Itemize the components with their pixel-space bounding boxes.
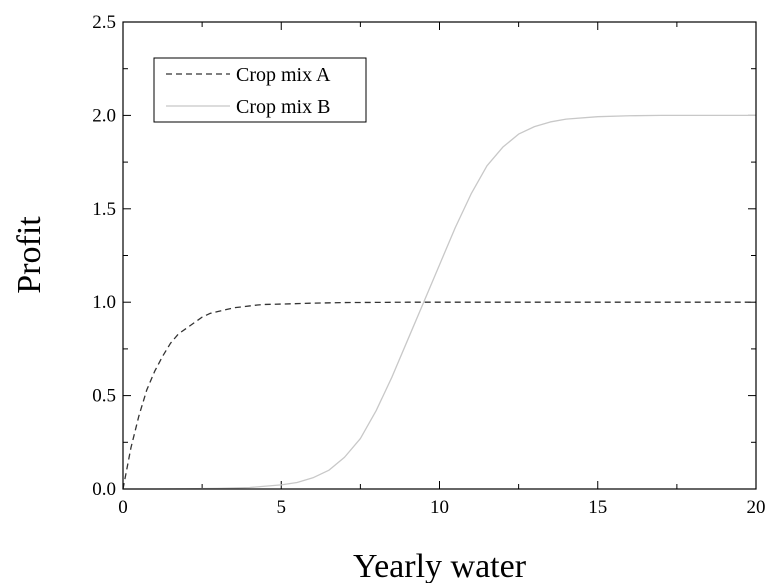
- tick-labels: 0 5 10 15 20 0.0 0.5 1.0 1.5 2.0 2.5: [92, 12, 765, 518]
- x-axis-label: Yearly water: [353, 548, 527, 583]
- y-tick-label: 1.0: [92, 292, 116, 313]
- series-lines: [122, 114, 756, 490]
- legend-box: [153, 57, 367, 123]
- legend-label-crop-mix-b: Crop mix B: [236, 96, 330, 118]
- y-tick-label: 0.0: [92, 479, 116, 500]
- series-line-crop-mix-b: [123, 114, 756, 490]
- series-line-crop-mix-a: [122, 301, 756, 490]
- y-tick-label: 2.0: [92, 105, 116, 126]
- legend-label-crop-mix-a: Crop mix A: [236, 64, 331, 86]
- y-tick-label: 2.5: [92, 12, 116, 33]
- plot-frame: [122, 21, 757, 490]
- x-tick-label: 0: [118, 497, 128, 518]
- y-axis-label: Profit: [11, 216, 48, 294]
- x-tick-label: 5: [277, 497, 287, 518]
- x-tick-label: 10: [430, 497, 449, 518]
- y-tick-label: 0.5: [92, 386, 116, 407]
- y-tick-label: 1.5: [92, 199, 116, 220]
- legend: Crop mix A Crop mix B: [153, 57, 367, 123]
- x-tick-label: 15: [588, 497, 607, 518]
- x-tick-label: 20: [747, 497, 766, 518]
